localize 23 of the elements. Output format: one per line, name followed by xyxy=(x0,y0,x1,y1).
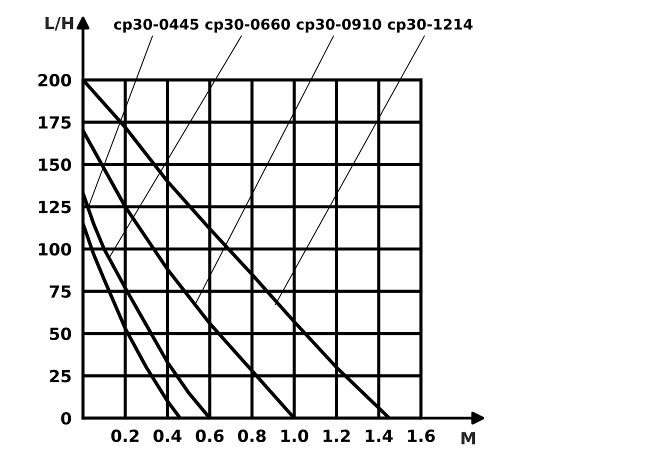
annotation: cp30-0445 xyxy=(114,18,198,33)
x-tick-label: 0.4 xyxy=(154,430,182,442)
x-axis-title: M xyxy=(462,432,476,444)
x-tick-label: 0.8 xyxy=(238,430,266,442)
y-tick-label: 0 xyxy=(61,412,72,425)
annotation: cp30-0910 xyxy=(296,18,382,33)
y-axis-title: L/H xyxy=(46,16,74,31)
y-tick-label: 50 xyxy=(50,328,72,340)
y-tick-label: 200 xyxy=(38,74,72,86)
y-tick-label: 125 xyxy=(38,200,71,214)
y-tick-label: 25 xyxy=(50,370,71,382)
x-tick-label: 1.6 xyxy=(408,430,435,442)
x-tick-label: 0.6 xyxy=(196,430,224,442)
y-tick-label: 150 xyxy=(38,158,72,172)
y-tick-label: 175 xyxy=(38,116,71,129)
x-tick-label: 0.2 xyxy=(111,430,139,442)
y-tick-label: 100 xyxy=(38,242,72,256)
y-tick-label: 75 xyxy=(50,285,71,298)
text: 1.0 xyxy=(281,430,308,442)
x-tick-label: 1.2 xyxy=(324,430,350,442)
annotation: cp30-1214 xyxy=(388,18,473,33)
x-tick-label: 1.4 xyxy=(366,430,393,442)
annotation: cp30-0660 xyxy=(205,18,290,33)
